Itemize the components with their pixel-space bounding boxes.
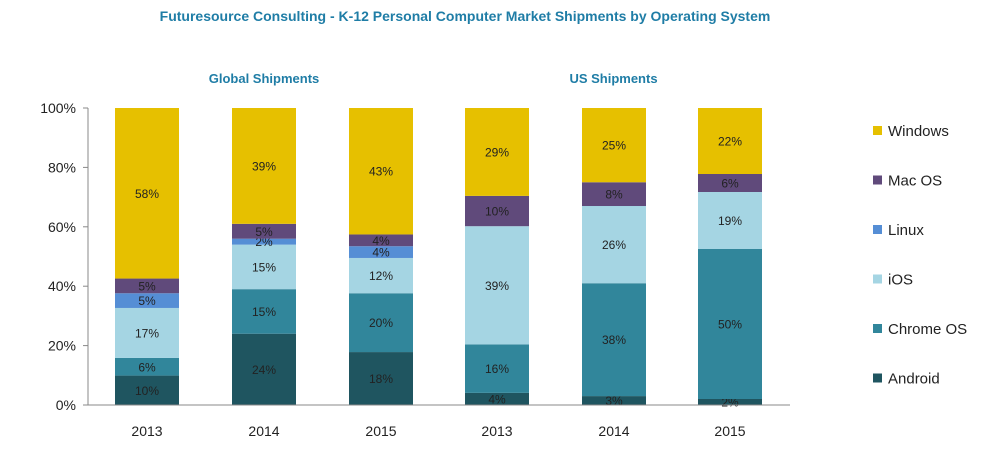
data-label: 6%: [138, 360, 156, 374]
bar-segment-chrome-os: [115, 357, 179, 376]
bar-segment-android: [465, 392, 529, 405]
data-label: 5%: [255, 225, 273, 239]
bar-segment-mac-os: [582, 182, 646, 207]
data-label: 16%: [485, 362, 509, 376]
data-label: 50%: [718, 318, 742, 332]
data-label: 39%: [252, 159, 276, 173]
data-label: 12%: [369, 269, 393, 283]
legend-label: Linux: [888, 222, 924, 239]
data-label: 3%: [605, 394, 623, 408]
legend-swatch: [873, 274, 882, 284]
bar-segment-chrome-os: [582, 283, 646, 397]
chart-title: Futuresource Consulting - K-12 Personal …: [160, 8, 771, 24]
bar-segment-windows: [698, 108, 762, 174]
bars: 10%6%17%5%5%58%24%15%15%2%5%39%18%20%12%…: [115, 108, 762, 410]
bar-segment-mac-os: [698, 174, 762, 192]
data-label: 6%: [721, 177, 739, 191]
data-label: 8%: [605, 188, 623, 202]
legend-swatch: [873, 175, 882, 185]
bar-segment-windows: [115, 108, 179, 279]
bar-segment-windows: [582, 108, 646, 183]
bar-segment-ios: [232, 244, 296, 290]
x-tick-label: 2015: [365, 423, 396, 439]
data-label: 20%: [369, 316, 393, 330]
data-label: 17%: [135, 326, 159, 340]
data-label: 25%: [602, 139, 626, 153]
bar-segment-ios: [698, 192, 762, 249]
data-label: 19%: [718, 214, 742, 228]
y-tick-label: 100%: [40, 100, 76, 116]
x-tick-label: 2013: [481, 423, 512, 439]
legend-label: Windows: [888, 123, 949, 140]
data-label: 5%: [138, 279, 156, 293]
bar-segment-windows: [232, 108, 296, 224]
bar-segment-ios: [349, 257, 413, 294]
bar-segment-chrome-os: [349, 293, 413, 353]
legend-swatch: [873, 324, 882, 333]
data-label: 15%: [252, 305, 276, 319]
y-tick-label: 0%: [56, 397, 76, 413]
bar-segment-ios: [465, 226, 529, 345]
y-tick-label: 20%: [48, 338, 76, 354]
x-tick-label: 2013: [131, 423, 162, 439]
y-tick-label: 80%: [48, 159, 76, 175]
data-label: 39%: [485, 279, 509, 293]
bar-segment-linux: [349, 246, 413, 258]
data-label: 5%: [138, 294, 156, 308]
bar-segment-android: [698, 399, 762, 405]
x-tick-label: 2014: [598, 423, 629, 439]
x-tick-label: 2014: [248, 423, 279, 439]
legend-label: Mac OS: [888, 173, 942, 190]
bar-segment-android: [115, 375, 179, 405]
legend-label: Chrome OS: [888, 321, 967, 338]
bar-segment-chrome-os: [232, 289, 296, 334]
bar-segment-ios: [115, 307, 179, 358]
data-label: 26%: [602, 238, 626, 252]
data-label: 4%: [372, 234, 390, 248]
bar-segment-android: [232, 333, 296, 405]
bar-segment-linux: [232, 238, 296, 245]
data-label: 10%: [485, 205, 509, 219]
bar-segment-android: [582, 396, 646, 405]
bar-segment-mac-os: [465, 195, 529, 227]
data-label: 43%: [369, 165, 393, 179]
data-label: 15%: [252, 260, 276, 274]
x-axis: 2013 2014 2015 2013 2014 2015: [88, 404, 790, 439]
bar-segment-ios: [582, 206, 646, 284]
data-label: 10%: [135, 384, 159, 398]
legend: Windows Mac OS Linux iOS Chrome OS Android: [873, 123, 967, 388]
bar-segment-mac-os: [349, 234, 413, 247]
data-label: 18%: [369, 372, 393, 386]
y-tick-label: 40%: [48, 278, 76, 294]
legend-swatch: [873, 126, 882, 135]
group-labels: Global Shipments US Shipments: [209, 71, 658, 86]
bar-segment-chrome-os: [698, 249, 762, 399]
bar-segment-android: [349, 352, 413, 405]
bar-segment-chrome-os: [465, 344, 529, 393]
data-label: 58%: [135, 187, 159, 201]
y-tick-label: 60%: [48, 219, 76, 235]
bar-segment-windows: [349, 108, 413, 235]
bar-segment-windows: [465, 108, 529, 196]
group-label: US Shipments: [569, 71, 657, 86]
data-label: 22%: [718, 135, 742, 149]
group-label: Global Shipments: [209, 71, 320, 86]
legend-label: iOS: [888, 272, 913, 289]
bar-segment-linux: [115, 293, 179, 308]
data-label: 4%: [488, 392, 506, 406]
legend-swatch: [873, 373, 882, 383]
x-tick-label: 2015: [714, 423, 745, 439]
bar-segment-mac-os: [232, 223, 296, 239]
data-label: 29%: [485, 145, 509, 159]
legend-label: Android: [888, 371, 940, 388]
bar-segment-mac-os: [115, 278, 179, 294]
data-label: 24%: [252, 363, 276, 377]
data-label: 38%: [602, 333, 626, 347]
y-axis: 0% 20% 40% 60% 80% 100%: [40, 100, 89, 413]
data-label: 4%: [372, 246, 390, 260]
legend-swatch: [873, 225, 882, 234]
